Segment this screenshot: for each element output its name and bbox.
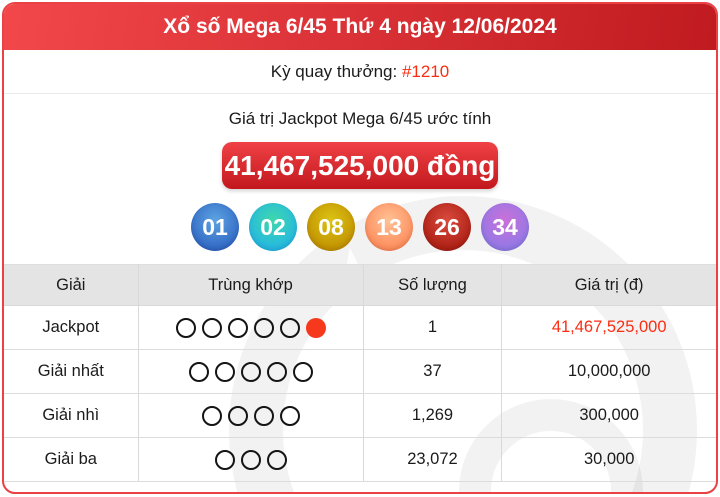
match-circle-icon (292, 361, 313, 382)
draw-period-label: Kỳ quay thưởng: (270, 62, 398, 81)
draw-period-row: Kỳ quay thưởng: #1210 (4, 50, 716, 94)
match-circle-icon (279, 405, 300, 426)
lottery-ball: 26 (423, 203, 471, 251)
winner-count-cell: 23,072 (364, 438, 503, 481)
match-circle-icon (253, 405, 274, 426)
winner-count-cell: 1,269 (364, 394, 503, 437)
match-pattern-cell (139, 306, 364, 349)
match-circle-icon (188, 361, 209, 382)
column-header-prize: Giải (4, 265, 139, 305)
page-title: Xổ số Mega 6/45 Thứ 4 ngày 12/06/2024 (163, 15, 557, 38)
column-header-count: Số lượng (364, 265, 503, 305)
prize-name-cell: Giải nhì (4, 394, 139, 437)
jackpot-estimate-title: Giá trị Jackpot Mega 6/45 ước tính (228, 109, 492, 128)
winning-numbers: 01 02 08 13 26 34 (4, 203, 716, 251)
prize-value-cell: 30,000 (583, 450, 635, 468)
column-header-match: Trùng khớp (139, 265, 364, 305)
match-circle-icon (279, 317, 300, 338)
winner-count-cell: 37 (364, 350, 503, 393)
match-circle-icon (240, 361, 261, 382)
lottery-ball: 13 (365, 203, 413, 251)
prize-value-cell: 41,467,525,000 (551, 318, 667, 336)
match-pattern-cell (139, 438, 364, 481)
prize-table: Giải Trùng khớp Số lượng Giá trị (đ) Jac… (4, 264, 716, 482)
card-header: Xổ số Mega 6/45 Thứ 4 ngày 12/06/2024 (4, 4, 716, 50)
prize-name-cell: Jackpot (4, 306, 139, 349)
match-circle-icon (227, 405, 248, 426)
lottery-ball: 34 (481, 203, 529, 251)
jackpot-amount: 41,467,525,000 đồng (224, 150, 496, 181)
match-pattern-cell (139, 394, 364, 437)
table-row: Giải nhì 1,269 300,000 (4, 394, 716, 438)
match-circle-icon (227, 317, 248, 338)
match-circle-icon (240, 449, 261, 470)
lottery-ball: 08 (307, 203, 355, 251)
table-row: Jackpot 1 41,467,525,000 (4, 306, 716, 350)
draw-period-number: #1210 (401, 62, 450, 81)
column-header-value: Giá trị (đ) (574, 275, 644, 294)
match-circle-icon (175, 317, 196, 338)
prize-table-header: Giải Trùng khớp Số lượng Giá trị (đ) (4, 264, 716, 306)
table-row: Giải ba 23,072 30,000 (4, 438, 716, 482)
match-circle-filled-icon (305, 317, 326, 338)
match-pattern-cell (139, 350, 364, 393)
lottery-ball: 02 (249, 203, 297, 251)
match-circle-icon (201, 405, 222, 426)
match-circle-icon (214, 449, 235, 470)
table-row: Giải nhất 37 10,000,000 (4, 350, 716, 394)
match-circle-icon (214, 361, 235, 382)
prize-value-cell: 10,000,000 (567, 362, 651, 380)
winner-count-cell: 1 (364, 306, 503, 349)
match-circle-icon (253, 317, 274, 338)
match-circle-icon (266, 361, 287, 382)
match-circle-icon (266, 449, 287, 470)
jackpot-amount-badge: 41,467,525,000 đồng (222, 142, 498, 189)
prize-name-cell: Giải nhất (4, 350, 139, 393)
lottery-ball: 01 (191, 203, 239, 251)
prize-value-cell: 300,000 (579, 406, 639, 424)
match-circle-icon (201, 317, 222, 338)
prize-table-body: Jackpot 1 41,467,525,000 Giải nhất 37 10,000,… (4, 306, 716, 482)
prize-name-cell: Giải ba (4, 438, 139, 481)
